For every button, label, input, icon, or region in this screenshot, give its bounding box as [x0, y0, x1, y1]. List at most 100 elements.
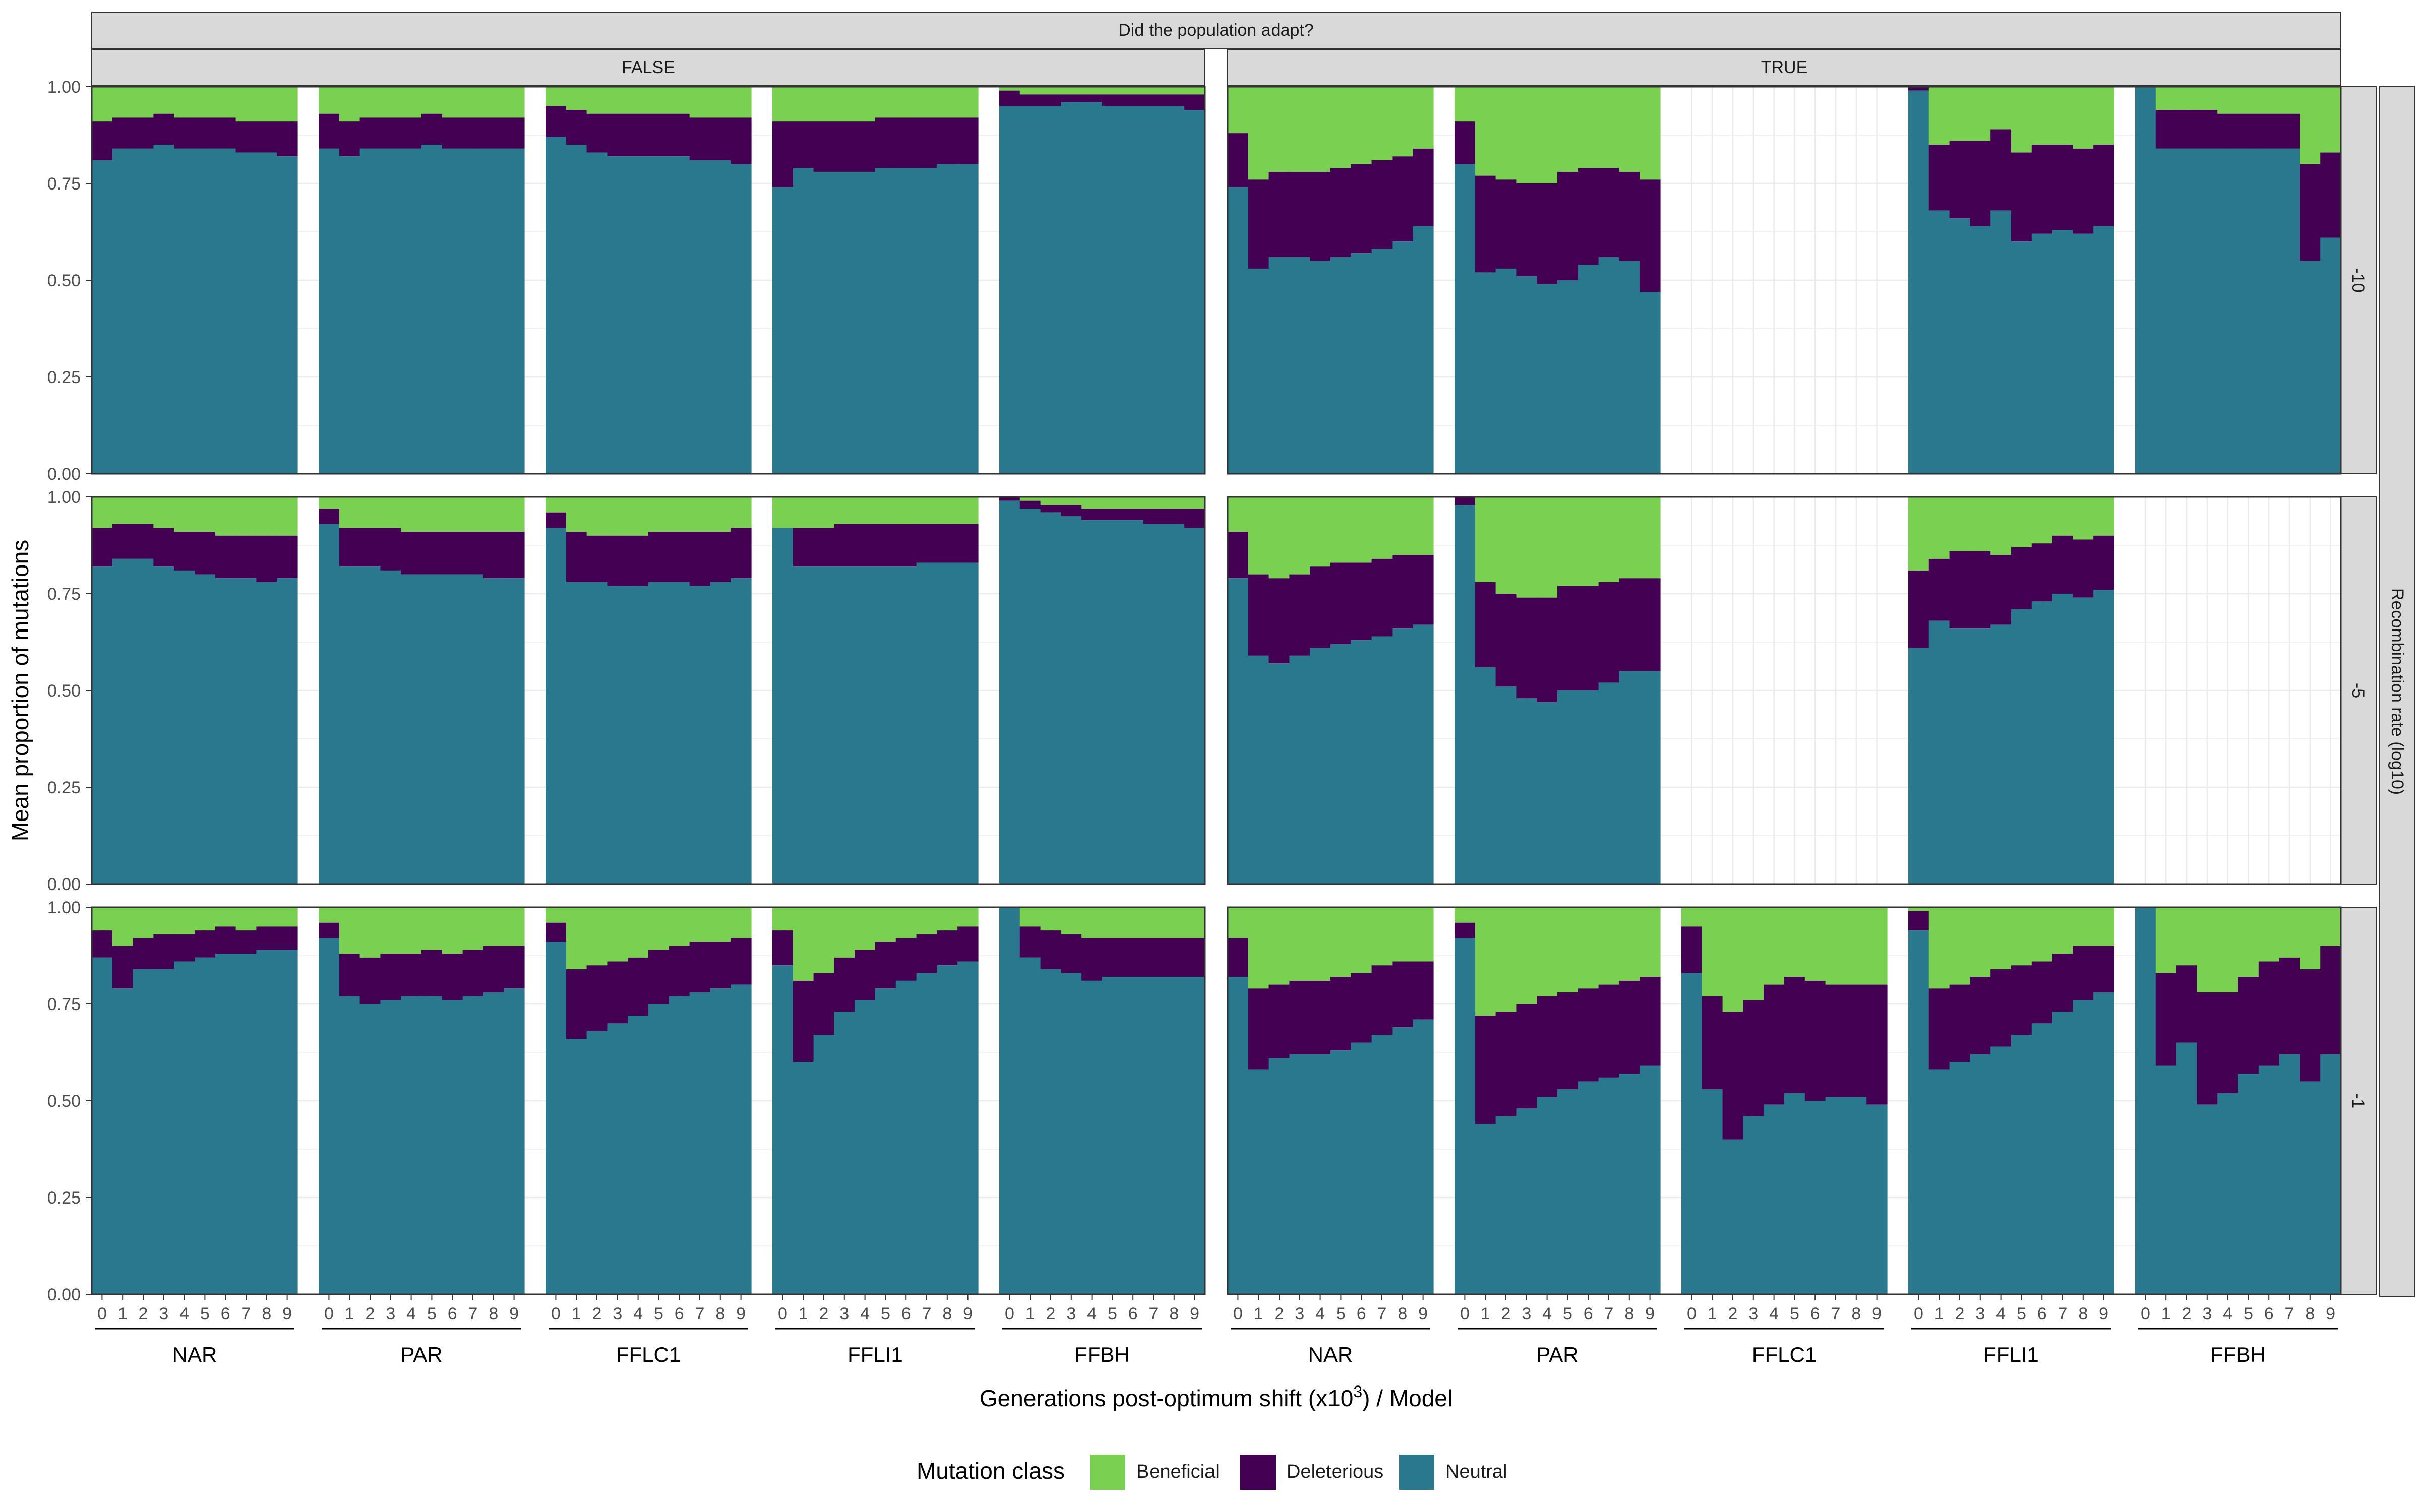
column-strips: FALSE TRUE: [91, 49, 2341, 86]
bar-beneficial: [2155, 87, 2177, 110]
bar-beneficial: [1598, 87, 1619, 168]
bar-neutral: [689, 992, 710, 1294]
bar-neutral: [793, 168, 814, 474]
bar-neutral: [504, 988, 525, 1294]
bar-beneficial: [875, 497, 896, 524]
bar-deleterious: [628, 535, 649, 586]
bar-deleterious: [586, 535, 608, 582]
bar-deleterious: [1102, 509, 1123, 521]
bar-deleterious: [2031, 543, 2053, 602]
bar-deleterious: [2258, 961, 2280, 1066]
bar-neutral: [1040, 106, 1061, 474]
bar-neutral: [2073, 233, 2094, 474]
bar-beneficial: [1081, 87, 1103, 95]
y-tick-label: 0.00: [47, 1285, 81, 1304]
bar-deleterious: [1455, 121, 1476, 164]
bar-beneficial: [1289, 497, 1310, 575]
x-tick-label: 5: [2017, 1304, 2026, 1324]
bar-deleterious: [586, 965, 608, 1031]
bar-deleterious: [628, 957, 649, 1016]
bar-deleterious: [1310, 980, 1331, 1054]
bar-deleterious: [195, 117, 216, 149]
bar-deleterious: [648, 113, 670, 157]
bar-deleterious: [2073, 946, 2094, 1000]
bar-deleterious: [546, 922, 567, 942]
bar-neutral: [2238, 148, 2259, 474]
bar-beneficial: [586, 87, 608, 114]
bar-beneficial: [1122, 497, 1144, 509]
bar-group-nar: [1228, 87, 1434, 474]
bar-beneficial: [1619, 907, 1640, 981]
bar-deleterious: [1743, 1000, 1764, 1116]
bar-beneficial: [462, 87, 483, 118]
bar-neutral: [1990, 210, 2012, 474]
bar-beneficial: [1990, 87, 2012, 130]
bar-beneficial: [1784, 907, 1805, 977]
bar-neutral: [504, 148, 525, 474]
bar-beneficial: [1681, 907, 1703, 927]
bar-neutral: [442, 1000, 463, 1294]
bar-beneficial: [2238, 87, 2259, 114]
x-tick-label: 4: [633, 1304, 643, 1324]
bar-neutral: [2093, 226, 2114, 474]
panel-true-row3: [1227, 906, 2342, 1295]
bar-beneficial: [1475, 497, 1496, 582]
bar-beneficial: [1804, 907, 1826, 981]
bar-beneficial: [813, 87, 834, 122]
bar-deleterious: [1537, 183, 1558, 284]
bar-beneficial: [1102, 497, 1123, 509]
bar-beneficial: [669, 907, 690, 946]
bar-neutral: [1846, 1097, 1867, 1294]
bar-neutral: [2197, 1104, 2218, 1294]
bar-neutral: [133, 969, 154, 1294]
bar-deleterious: [1268, 984, 1290, 1058]
model-label-ffbh: FFBH: [1074, 1343, 1130, 1366]
bar-beneficial: [1557, 907, 1579, 992]
bar-beneficial: [1248, 497, 1269, 575]
bar-neutral: [916, 562, 937, 884]
bar-deleterious: [1640, 977, 1661, 1066]
bar-neutral: [1392, 1027, 1413, 1294]
panel-border: [1227, 906, 2342, 1295]
bar-beneficial: [1351, 907, 1372, 973]
bar-beneficial: [1970, 497, 1991, 551]
bar-neutral: [793, 566, 814, 884]
bar-neutral: [112, 558, 134, 884]
y-tick-label: 0.75: [47, 995, 81, 1014]
bar-beneficial: [2176, 87, 2197, 110]
bar-deleterious: [235, 930, 257, 954]
model-label-par: PAR: [400, 1343, 442, 1366]
bar-group-ffbh: [999, 907, 1205, 1294]
bar-deleterious: [1413, 555, 1434, 625]
x-tick-label: 8: [262, 1304, 271, 1324]
x-tick-label: 5: [1563, 1304, 1572, 1324]
bar-beneficial: [1598, 907, 1619, 985]
bar-neutral: [483, 148, 504, 474]
bar-neutral: [628, 1016, 649, 1294]
bar-beneficial: [1164, 497, 1185, 509]
bar-beneficial: [1495, 907, 1517, 1012]
bar-neutral: [1081, 102, 1103, 474]
bar-neutral: [1102, 106, 1123, 474]
bar-group-nar: [92, 87, 298, 474]
bar-beneficial: [2073, 87, 2094, 149]
bar-beneficial: [1330, 87, 1352, 168]
bar-beneficial: [689, 87, 710, 118]
bar-beneficial: [92, 87, 113, 122]
bar-deleterious: [937, 524, 958, 563]
bar-neutral: [2258, 1065, 2280, 1294]
bar-beneficial: [174, 87, 195, 118]
x-tick-label: 0: [1914, 1304, 1923, 1324]
bar-deleterious: [895, 938, 917, 981]
x-tick-label: 9: [1418, 1304, 1428, 1324]
bar-beneficial: [1516, 497, 1537, 598]
bar-beneficial: [855, 907, 876, 950]
bar-neutral: [1928, 620, 1950, 884]
bar-neutral: [1825, 1097, 1846, 1294]
panel-true-row1: [1227, 86, 2342, 475]
bar-deleterious: [1310, 566, 1331, 648]
bar-neutral: [689, 160, 710, 474]
bar-neutral: [133, 148, 154, 474]
bar-deleterious: [2217, 992, 2238, 1093]
bar-deleterious: [1164, 94, 1185, 106]
